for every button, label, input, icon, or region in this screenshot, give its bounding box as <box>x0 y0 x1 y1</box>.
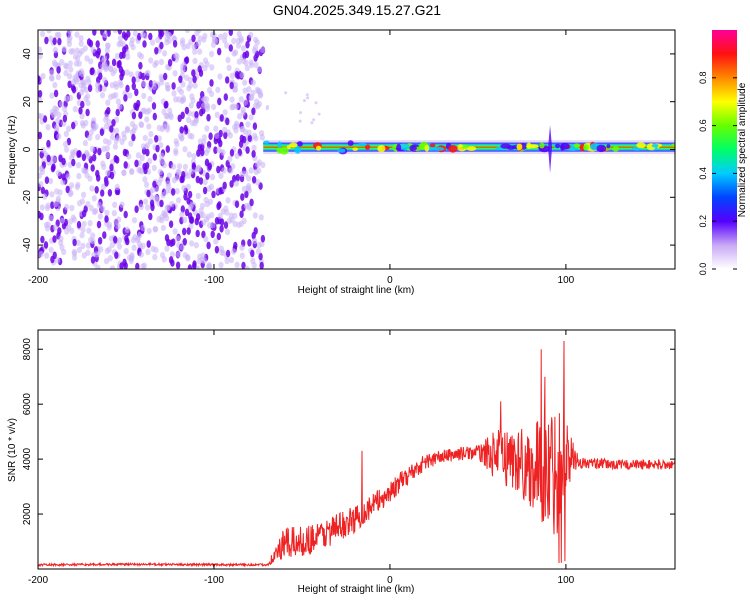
spectrogram-x-tick-label: -100 <box>204 275 224 286</box>
snr-y-tick-label: 4000 <box>22 448 33 471</box>
colorbar-tick-label: 0.6 <box>698 119 708 132</box>
spectrogram-y-tick-label: 20 <box>22 96 33 108</box>
spectrogram-y-tick-label: 40 <box>22 48 33 60</box>
snr-frame <box>37 329 676 570</box>
spectrogram-y-tick-label: 0 <box>22 146 33 152</box>
colorbar: 0.0 0.2 0.4 0.6 0.8 Normalized spectral ampl… <box>698 30 748 275</box>
snr-plot-area <box>38 330 675 569</box>
spectrogram-x-tick-label: 100 <box>558 275 575 286</box>
snr-y-tick-label: 8000 <box>22 338 33 361</box>
snr-x-ticks: -200 -100 0 100 <box>28 330 575 586</box>
snr-x-tick-label: -100 <box>204 575 224 586</box>
spectrogram-x-tick-label: 0 <box>387 275 393 286</box>
spectrogram-x-ticks: -200 -100 0 100 <box>28 30 575 286</box>
colorbar-gradient <box>712 30 737 269</box>
colorbar-ticks: 0.0 0.2 0.4 0.6 0.8 <box>698 72 737 276</box>
spectrogram-y-tick-label: -20 <box>22 190 33 205</box>
snr-x-tick-label: 100 <box>558 575 575 586</box>
spectrogram-panel: -200 -100 0 100 40 20 0 -20 -40 Height of strai… <box>7 29 676 296</box>
snr-marks <box>38 340 675 568</box>
colorbar-label: Normalized spectral amplitude <box>737 82 748 217</box>
snr-y-tick-label: 2000 <box>22 502 33 525</box>
spectrogram-marks <box>38 30 675 269</box>
snr-y-ticks: 2000 4000 6000 8000 <box>22 338 675 525</box>
noise-scatter <box>38 30 321 269</box>
spectrogram-x-axis-label: Height of straight line (km) <box>298 285 415 296</box>
snr-series-line <box>38 340 675 568</box>
snr-x-tick-label: -200 <box>28 575 48 586</box>
spectrogram-x-tick-label: -200 <box>28 275 48 286</box>
snr-x-tick-label: 0 <box>387 575 393 586</box>
snr-y-tick-label: 6000 <box>22 393 33 416</box>
colorbar-tick-label: 0.0 <box>698 263 708 276</box>
spectrogram-y-axis-label: Frequency (Hz) <box>7 116 18 185</box>
snr-panel: -200 -100 0 100 2000 4000 6000 8000 Height of … <box>7 329 676 595</box>
snr-y-axis-label: SNR (10 * v/v) <box>7 418 18 482</box>
snr-x-axis-label: Height of straight line (km) <box>298 584 415 595</box>
signal-band <box>263 125 675 174</box>
colorbar-tick-label: 0.4 <box>698 167 708 180</box>
colorbar-tick-label: 0.8 <box>698 72 708 85</box>
chart-title: GN04.2025.349.15.27.G21 <box>272 2 442 18</box>
colorbar-tick-label: 0.2 <box>698 215 708 228</box>
spectrogram-y-tick-label: -40 <box>22 237 33 252</box>
spectrogram-y-ticks: 40 20 0 -20 -40 <box>22 48 675 252</box>
